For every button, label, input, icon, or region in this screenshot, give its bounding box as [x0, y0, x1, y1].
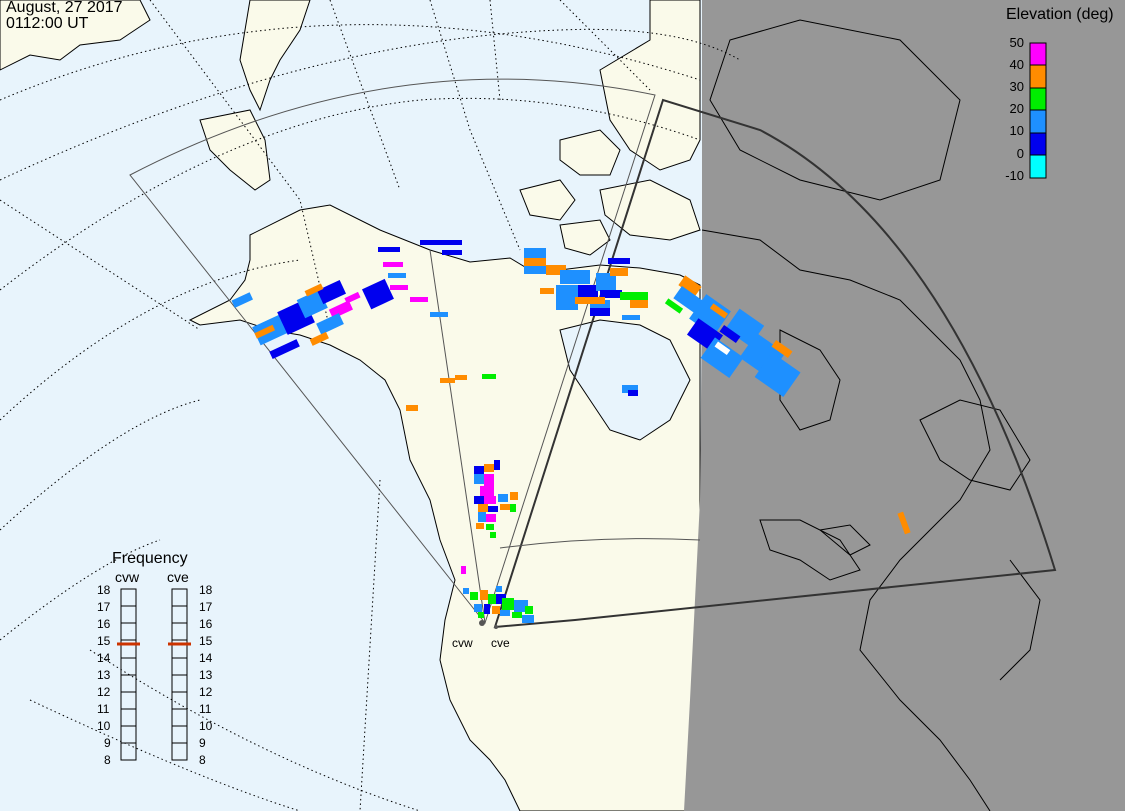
site-cvw-marker: [479, 620, 485, 626]
freq-tick-left: 14: [97, 651, 111, 665]
night-coastlines: [701, 19, 1041, 811]
legend-tick: 30: [1009, 79, 1024, 94]
site-label-cve: cve: [491, 636, 510, 650]
freq-tick-left: 10: [97, 719, 111, 733]
freq-tick-right: 17: [199, 600, 213, 614]
timestamp: August, 27 2017 0112:00 UT: [6, 0, 123, 32]
freq-tick-right: 18: [199, 583, 213, 597]
fov-cve: [493, 98, 1057, 629]
freq-tick-left: 17: [97, 600, 111, 614]
legend-tick: 40: [1009, 57, 1024, 72]
site-label-cvw: cvw: [452, 636, 473, 650]
legend-swatch-0-10: [1029, 132, 1047, 156]
freq-tick-left: 13: [97, 668, 111, 682]
freq-tick-right: 11: [199, 702, 212, 716]
freq-tick-right: 10: [199, 719, 213, 733]
legend-swatch-30-40: [1029, 64, 1047, 89]
legend-tick: 50: [1009, 35, 1024, 50]
freq-tick-left: 18: [97, 583, 111, 597]
fov-inner-arc: [499, 538, 701, 549]
freq-tick-right: 16: [199, 617, 213, 631]
frequency-radar-cve: cve: [167, 569, 189, 585]
legend-swatch-20-30: [1029, 87, 1047, 111]
radar-echoes: [231, 240, 911, 623]
night-region: [684, 0, 1125, 811]
freq-tick-right: 9: [199, 736, 206, 750]
freq-tick-left: 12: [97, 685, 111, 699]
legend-tick: 20: [1009, 101, 1024, 116]
freq-tick-right: 13: [199, 668, 213, 682]
freq-tick-right: 12: [199, 685, 213, 699]
elevation-legend: [1029, 42, 1047, 179]
freq-tick-right: 8: [199, 753, 206, 767]
land: [0, 0, 701, 811]
freq-tick-left: 8: [104, 753, 111, 767]
freq-tick-left: 11: [97, 702, 110, 716]
freq-tick-left: 9: [104, 736, 111, 750]
freq-tick-left: 15: [97, 634, 111, 648]
site-cve-marker: [494, 625, 498, 629]
freq-tick-right: 15: [199, 634, 213, 648]
legend-swatch-40-50: [1029, 42, 1047, 66]
timestamp-time: 0112:00 UT: [6, 15, 89, 32]
freq-tick-left: 16: [97, 617, 111, 631]
legend-tick: 10: [1009, 123, 1024, 138]
legend-tick: 0: [1016, 146, 1024, 161]
freq-tick-right: 14: [199, 651, 213, 665]
legend-swatch-neg10-0: [1029, 154, 1047, 179]
timestamp-date: August, 27 2017: [6, 0, 123, 16]
frequency-title: Frequency: [112, 550, 188, 567]
frequency-ladders: [120, 588, 188, 761]
legend-tick: -10: [1005, 168, 1024, 183]
legend-swatch-10-20: [1029, 109, 1047, 134]
frequency-radar-cvw: cvw: [115, 569, 140, 585]
legend-title: Elevation (deg): [1006, 6, 1114, 23]
